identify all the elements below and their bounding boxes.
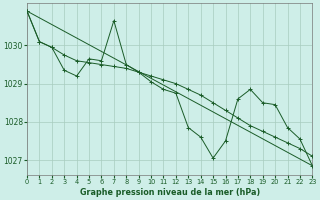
X-axis label: Graphe pression niveau de la mer (hPa): Graphe pression niveau de la mer (hPa) xyxy=(80,188,260,197)
